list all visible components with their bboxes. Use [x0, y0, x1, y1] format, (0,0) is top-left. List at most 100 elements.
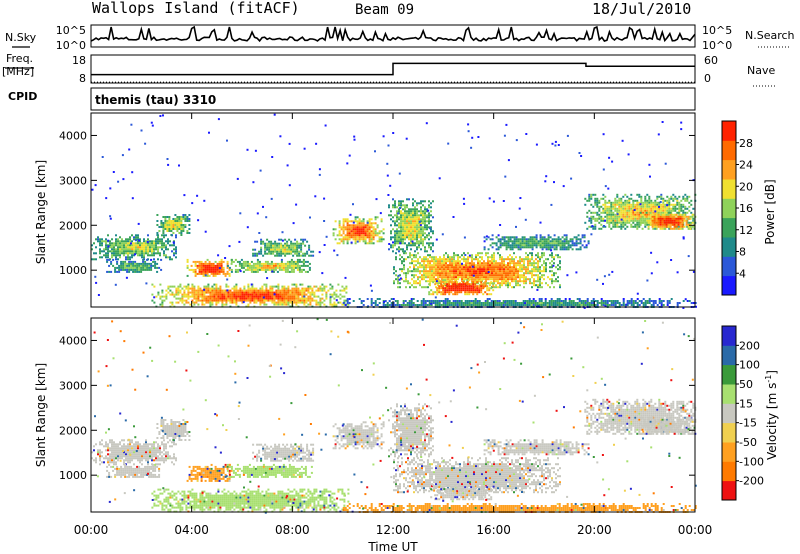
range-cell — [150, 266, 153, 269]
range-cell — [403, 266, 405, 269]
range-cell — [440, 283, 443, 286]
range-cell — [685, 215, 688, 218]
range-cell — [283, 293, 286, 296]
range-cell — [426, 224, 428, 227]
range-cell — [509, 260, 511, 263]
range-cell — [252, 270, 255, 273]
range-cell — [392, 304, 395, 306]
range-cell — [408, 210, 410, 213]
range-cell — [142, 260, 145, 263]
range-cell — [107, 252, 109, 255]
range-cell — [430, 242, 432, 245]
range-cell — [347, 303, 350, 306]
range-cell — [464, 302, 467, 304]
range-cell — [453, 254, 455, 257]
range-cell — [624, 203, 627, 206]
range-cell — [231, 293, 234, 296]
range-cell — [303, 293, 306, 296]
range-cell — [530, 300, 533, 302]
range-cell — [176, 222, 179, 224]
range-cell — [666, 199, 669, 202]
range-cell — [514, 300, 517, 302]
range-cell — [180, 220, 183, 222]
range-cell — [237, 289, 240, 292]
range-cell — [346, 238, 349, 241]
range-cell — [296, 260, 299, 263]
range-cell — [420, 302, 423, 304]
range-cell — [614, 217, 617, 220]
range-cell — [523, 244, 526, 247]
range-cell — [490, 287, 493, 290]
range-cell — [227, 293, 230, 296]
range-cell — [123, 250, 125, 253]
range-cell — [390, 210, 392, 213]
range-cell — [259, 297, 262, 300]
range-cell — [126, 270, 129, 273]
range-cell — [220, 264, 223, 267]
range-cell — [671, 221, 674, 224]
range-cell — [482, 283, 485, 286]
range-cell — [507, 272, 509, 275]
range-cell — [208, 264, 211, 267]
range-cell — [263, 289, 266, 292]
range-cell — [553, 238, 556, 241]
range-cell — [180, 232, 183, 234]
range-cell — [242, 270, 245, 273]
range-cell — [194, 260, 197, 263]
range-cell — [441, 278, 443, 281]
range-cell — [477, 264, 479, 267]
range-cell — [358, 228, 361, 231]
range-cell — [503, 266, 505, 269]
range-cell — [416, 242, 418, 245]
range-cell — [643, 219, 646, 222]
range-cell — [293, 291, 296, 294]
range-cell — [515, 274, 517, 277]
range-cell — [425, 258, 427, 261]
range-cell — [404, 204, 406, 207]
range-cell — [202, 274, 205, 277]
range-cell — [618, 215, 621, 218]
range-cell — [370, 222, 373, 225]
range-cell — [120, 260, 123, 263]
range-cell — [398, 250, 400, 253]
range-cell — [414, 216, 416, 219]
range-cell — [197, 299, 200, 302]
range-cell — [176, 224, 179, 226]
range-cell — [679, 217, 682, 220]
range-cell — [167, 238, 169, 241]
range-cell — [310, 254, 313, 257]
range-cell — [289, 291, 292, 294]
range-cell — [177, 285, 180, 288]
range-cell — [380, 220, 383, 223]
range-cell — [406, 230, 408, 233]
range-cell — [588, 304, 591, 306]
range-cell — [437, 270, 439, 273]
range-cell — [594, 227, 597, 230]
range-cell — [449, 278, 451, 281]
range-cell — [681, 225, 684, 228]
range-cell — [255, 299, 258, 302]
range-cell — [513, 260, 515, 263]
range-cell — [468, 279, 471, 282]
range-cell — [511, 262, 513, 265]
range-cell — [215, 299, 218, 302]
range-cell — [644, 201, 647, 204]
range-cell — [198, 262, 201, 265]
range-cell — [679, 213, 682, 216]
range-cell — [295, 297, 298, 300]
range-cell — [583, 236, 586, 239]
range-cell — [315, 303, 318, 306]
range-cell — [622, 207, 625, 210]
range-cell — [207, 299, 210, 302]
range-cell — [472, 289, 475, 292]
range-cell — [410, 218, 412, 221]
range-cell — [550, 302, 553, 304]
range-cell — [555, 272, 557, 275]
range-cell — [624, 213, 627, 216]
range-cell — [165, 234, 167, 237]
range-cell — [636, 225, 639, 228]
range-cell — [394, 200, 396, 203]
range-cell — [216, 266, 219, 269]
range-cell — [401, 260, 403, 263]
range-cell — [157, 293, 160, 296]
